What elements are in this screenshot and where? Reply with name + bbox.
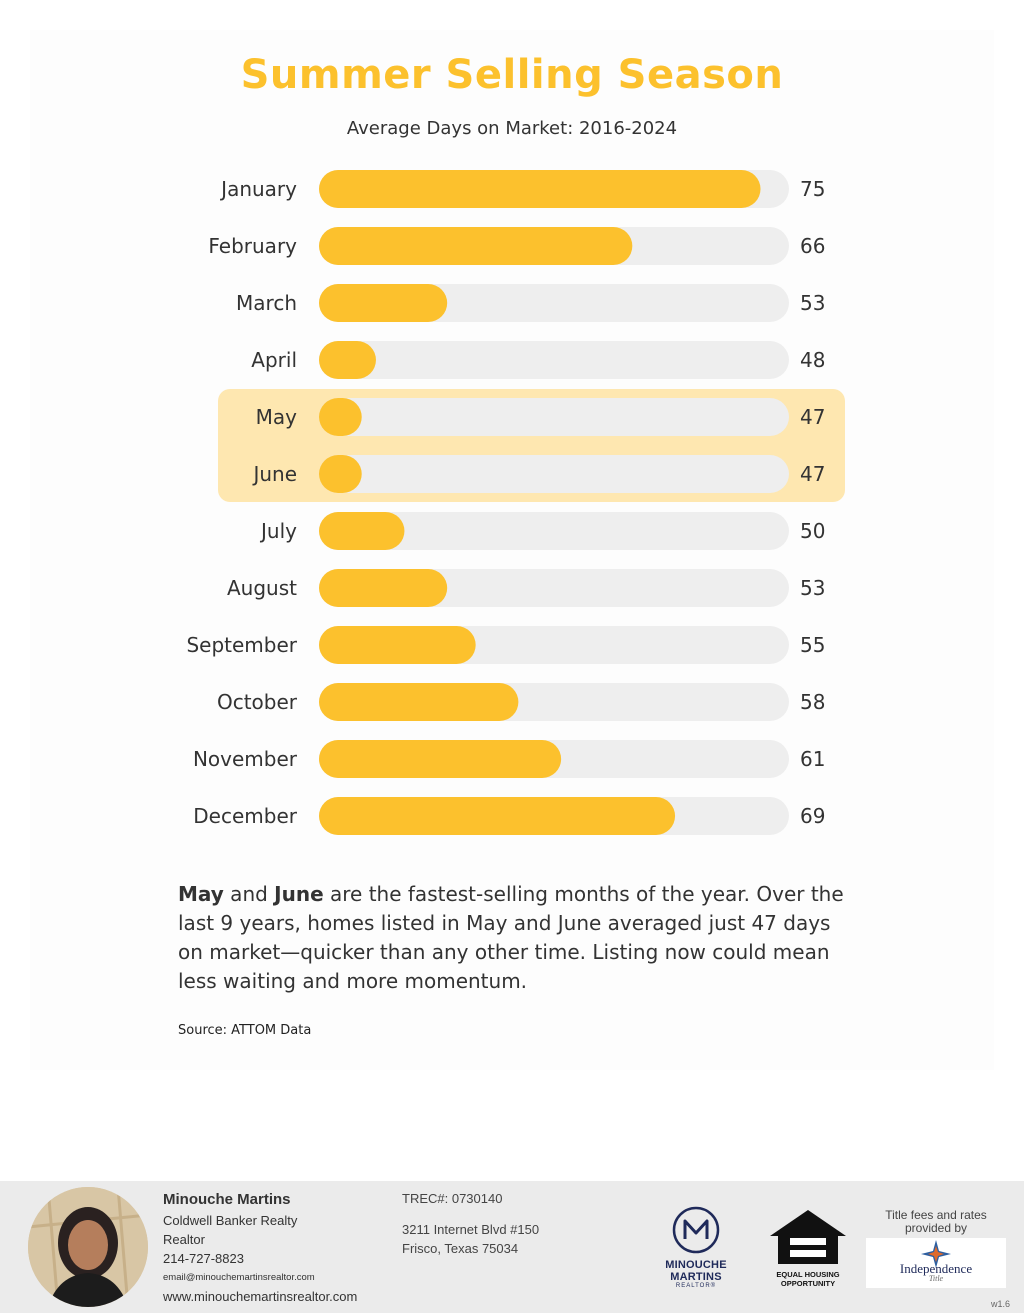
agent-website[interactable]: www.minouchemartinsrealtor.com	[163, 1289, 358, 1304]
independence-title-logo: Independence Title	[866, 1238, 1006, 1288]
bar-january	[319, 170, 761, 208]
chart-subtitle: Average Days on Market: 2016-2024	[346, 118, 678, 139]
bar-december	[319, 797, 676, 835]
version-tag: w1.6	[990, 1299, 1010, 1309]
desc-and: and	[223, 882, 275, 906]
agent-role: Realtor	[163, 1232, 205, 1247]
month-label-august: August	[227, 576, 297, 600]
mm-logo-name: MINOUCHE MARTINS	[665, 1259, 727, 1283]
mm-monogram-icon	[672, 1206, 720, 1254]
office-address-line1: 3211 Internet Blvd #150	[402, 1222, 540, 1237]
month-label-november: November	[193, 747, 298, 771]
agent-name: Minouche Martins	[163, 1191, 291, 1208]
value-label-november: 61	[800, 747, 825, 771]
agent-email[interactable]: email@minouchemartinsrealtor.com	[163, 1272, 315, 1283]
office-info: TREC#: 0730140 3211 Internet Blvd #150 F…	[402, 1189, 539, 1258]
value-label-april: 48	[800, 348, 825, 372]
desc-rest: are the fastest-selling months of the ye…	[178, 882, 844, 993]
source-note: Source: ATTOM Data	[178, 1023, 312, 1038]
minouche-martins-logo: MINOUCHE MARTINS REALTOR®	[646, 1205, 746, 1289]
month-label-july: July	[259, 519, 297, 543]
bar-october	[319, 683, 519, 721]
agent-info: Minouche Martins Coldwell Banker Realty …	[163, 1190, 357, 1306]
agent-phone[interactable]: 214-727-8823	[163, 1251, 244, 1266]
mm-logo-sub: REALTOR®	[675, 1283, 717, 1289]
value-label-september: 55	[800, 633, 825, 657]
month-label-october: October	[217, 690, 298, 714]
month-label-january: January	[219, 177, 297, 201]
bar-chart: January 75 February 66 March 53 April 48 May 47 Ju…	[186, 170, 845, 835]
month-label-february: February	[208, 234, 297, 258]
bar-track-july	[319, 512, 789, 550]
bar-september	[319, 626, 476, 664]
bar-november	[319, 740, 562, 778]
month-label-march: March	[236, 291, 297, 315]
bar-july	[319, 512, 405, 550]
desc-may: May	[178, 882, 224, 906]
month-label-december: December	[193, 804, 297, 828]
value-label-july: 50	[800, 519, 825, 543]
bar-february	[319, 227, 633, 265]
equal-housing-logo: EQUAL HOUSING OPPORTUNITY	[764, 1208, 852, 1288]
footer-bar	[0, 1181, 1024, 1313]
title-fees-note: Title fees and rates provided by	[885, 1208, 987, 1235]
independence-name: Independence	[899, 1261, 973, 1276]
equal-housing-icon	[770, 1210, 846, 1264]
bar-april	[319, 341, 376, 379]
value-label-june: 47	[800, 462, 825, 486]
value-label-february: 66	[800, 234, 825, 258]
desc-june: June	[274, 882, 324, 906]
bar-may	[319, 398, 362, 436]
month-label-june: June	[251, 462, 297, 486]
bar-march	[319, 284, 448, 322]
agent-brokerage: Coldwell Banker Realty	[163, 1213, 298, 1228]
bar-august	[319, 569, 448, 607]
bar-track-may	[319, 398, 789, 436]
eho-line1: EQUAL HOUSING	[776, 1270, 840, 1279]
value-label-december: 69	[800, 804, 825, 828]
bar-track-april	[319, 341, 789, 379]
office-address-line2: Frisco, Texas 75034	[402, 1241, 519, 1256]
month-label-september: September	[186, 633, 297, 657]
bar-june	[319, 455, 362, 493]
independence-sub: Title	[928, 1274, 944, 1283]
agent-photo	[28, 1187, 148, 1307]
value-label-october: 58	[800, 690, 825, 714]
compass-star-icon	[921, 1240, 951, 1268]
description-text: May and June are the fastest-selling mon…	[178, 880, 858, 996]
chart-title: Summer Selling Season	[240, 52, 784, 98]
value-label-august: 53	[800, 576, 825, 600]
month-label-april: April	[251, 348, 297, 372]
eho-line2: OPPORTUNITY	[780, 1279, 836, 1288]
bar-track-june	[319, 455, 789, 493]
month-label-may: May	[256, 405, 298, 429]
value-label-march: 53	[800, 291, 825, 315]
trec-number: TREC#: 0730140	[402, 1191, 503, 1206]
value-label-may: 47	[800, 405, 825, 429]
value-label-january: 75	[800, 177, 825, 201]
